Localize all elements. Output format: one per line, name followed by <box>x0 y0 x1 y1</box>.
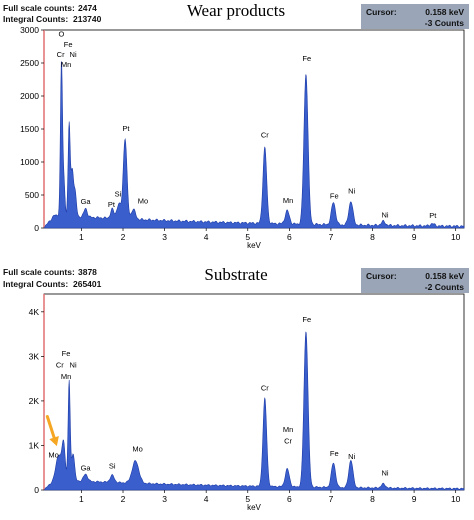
integral-label: Integral Counts: <box>3 279 68 289</box>
x-tick-label: 5 <box>245 232 250 242</box>
y-tick-label: 3000 <box>20 25 39 35</box>
x-tick-label: 2 <box>121 494 126 504</box>
peak-label: Mo <box>48 450 58 459</box>
x-tick-label: 4 <box>204 494 209 504</box>
x-tick-label: 1 <box>79 232 84 242</box>
cursor-readout-box <box>361 268 469 293</box>
cursor-label: Cursor: <box>366 7 397 17</box>
y-tick-label: 2K <box>29 396 40 406</box>
peak-label: Mn <box>283 196 293 205</box>
peak-label: Cr <box>284 437 292 446</box>
peak-label: Ni <box>70 50 77 59</box>
y-tick-label: 2500 <box>20 58 39 68</box>
peak-label: Ni <box>381 468 388 477</box>
y-tick-label: 0 <box>34 485 39 495</box>
x-tick-label: 8 <box>370 494 375 504</box>
panel-substrate: Full scale counts: 3878 Integral Counts:… <box>3 265 469 512</box>
x-tick-label: 3 <box>162 494 167 504</box>
peak-label: Si <box>115 189 122 198</box>
peak-label: Pt <box>429 211 437 220</box>
peak-label: Cr <box>261 131 269 140</box>
y-tick-label: 1000 <box>20 157 39 167</box>
x-tick-label: 7 <box>329 494 334 504</box>
peak-label: Ni <box>381 210 388 219</box>
x-tick-label: 6 <box>287 494 292 504</box>
peak-label: Fe <box>62 349 71 358</box>
spectrum-series <box>43 61 465 229</box>
chart-title: Wear products <box>187 1 285 20</box>
peak-label: Mn <box>283 425 293 434</box>
full-scale-label: Full scale counts: <box>3 3 75 13</box>
cursor-counts: -3 Counts <box>425 18 464 28</box>
peak-label: Ga <box>81 197 92 206</box>
peak-label: O <box>59 30 65 39</box>
cursor-value: 0.158 keV <box>425 7 464 17</box>
peak-label: Mn <box>61 60 71 69</box>
integral-label: Integral Counts: <box>3 14 68 24</box>
peak-label: Fe <box>330 449 339 458</box>
x-tick-label: 2 <box>121 232 126 242</box>
peak-label: Cr <box>56 361 64 370</box>
peak-label: Fe <box>330 191 339 200</box>
y-tick-label: 2000 <box>20 91 39 101</box>
x-tick-label: 10 <box>451 232 461 242</box>
y-tick-labels: 0 500 1000 1500 2000 2500 3000 <box>20 25 44 233</box>
peak-labels: Fe Cr Ni Mn Mo Ga Si Mo Cr Mn Cr Fe Fe Ni Ni <box>48 315 389 477</box>
cursor-readout-box <box>361 4 469 29</box>
peak-label: Mo <box>138 197 148 206</box>
peak-label: Ga <box>81 463 92 472</box>
peak-label: Ni <box>348 452 355 461</box>
y-tick-label: 500 <box>25 190 39 200</box>
y-tick-label: 4K <box>29 307 40 317</box>
peak-label: Ni <box>348 187 355 196</box>
x-tick-labels: 1 2 3 4 5 6 7 8 9 10 <box>79 490 461 504</box>
peak-label: Cr <box>261 384 269 393</box>
x-tick-label: 4 <box>204 232 209 242</box>
y-tick-label: 0 <box>34 223 39 233</box>
spectrum-series <box>43 331 465 491</box>
x-tick-label: 7 <box>329 232 334 242</box>
peak-label: Pt <box>122 124 130 133</box>
x-axis-label: keV <box>247 241 261 250</box>
peak-label: Fe <box>302 315 311 324</box>
x-tick-label: 10 <box>451 494 461 504</box>
cursor-label: Cursor: <box>366 271 397 281</box>
x-tick-label: 5 <box>245 494 250 504</box>
x-tick-label: 1 <box>79 494 84 504</box>
x-tick-label: 9 <box>412 232 417 242</box>
peak-label: Mn <box>61 372 71 381</box>
integral-value: 265401 <box>73 279 102 289</box>
x-axis-label: keV <box>247 503 261 512</box>
y-tick-label: 1500 <box>20 124 39 134</box>
peak-label: Fe <box>64 40 73 49</box>
cursor-value: 0.158 keV <box>425 271 464 281</box>
peak-label: Si <box>109 462 116 471</box>
integral-value: 213740 <box>73 14 102 24</box>
panel-wear-products: Full scale counts: 2474 Integral Counts:… <box>3 1 469 250</box>
arrow-head <box>49 436 59 447</box>
chart-title: Substrate <box>204 265 267 284</box>
peak-label: Ni <box>70 361 77 370</box>
x-tick-label: 3 <box>162 232 167 242</box>
y-tick-label: 1K <box>29 440 40 450</box>
peak-label: Fe <box>302 54 311 63</box>
x-tick-label: 6 <box>287 232 292 242</box>
full-scale-value: 2474 <box>78 3 97 13</box>
peak-label: Pt <box>108 200 116 209</box>
x-tick-labels: 1 2 3 4 5 6 7 8 9 10 <box>79 228 461 242</box>
full-scale-label: Full scale counts: <box>3 267 75 277</box>
plot-area <box>43 29 465 229</box>
x-tick-label: 9 <box>412 494 417 504</box>
full-scale-value: 3878 <box>78 267 97 277</box>
y-tick-labels: 0 1K 2K 3K 4K <box>29 307 44 495</box>
arrow-annotation <box>45 415 59 447</box>
y-tick-label: 3K <box>29 351 40 361</box>
cursor-counts: -2 Counts <box>425 282 464 292</box>
peak-label: Mo <box>132 445 142 454</box>
plot-area <box>43 293 465 491</box>
peak-label: Cr <box>57 50 65 59</box>
x-tick-label: 8 <box>370 232 375 242</box>
